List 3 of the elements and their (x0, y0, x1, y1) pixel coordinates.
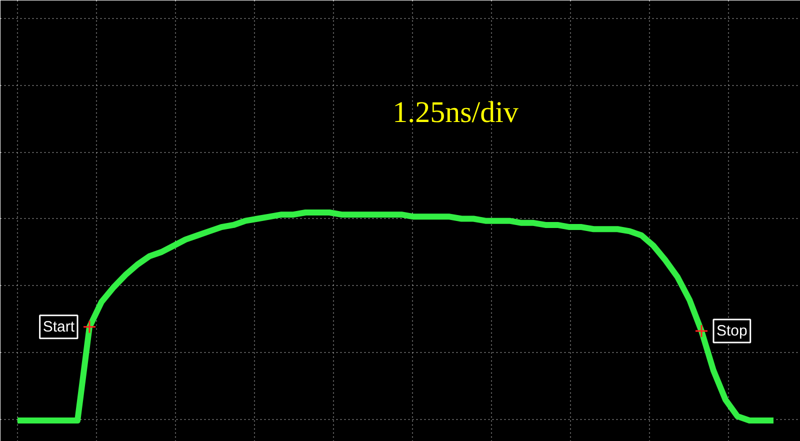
annotation: Stop (716, 322, 748, 340)
text: 1.25ns/div (392, 96, 518, 129)
annotation: Start (42, 318, 76, 336)
